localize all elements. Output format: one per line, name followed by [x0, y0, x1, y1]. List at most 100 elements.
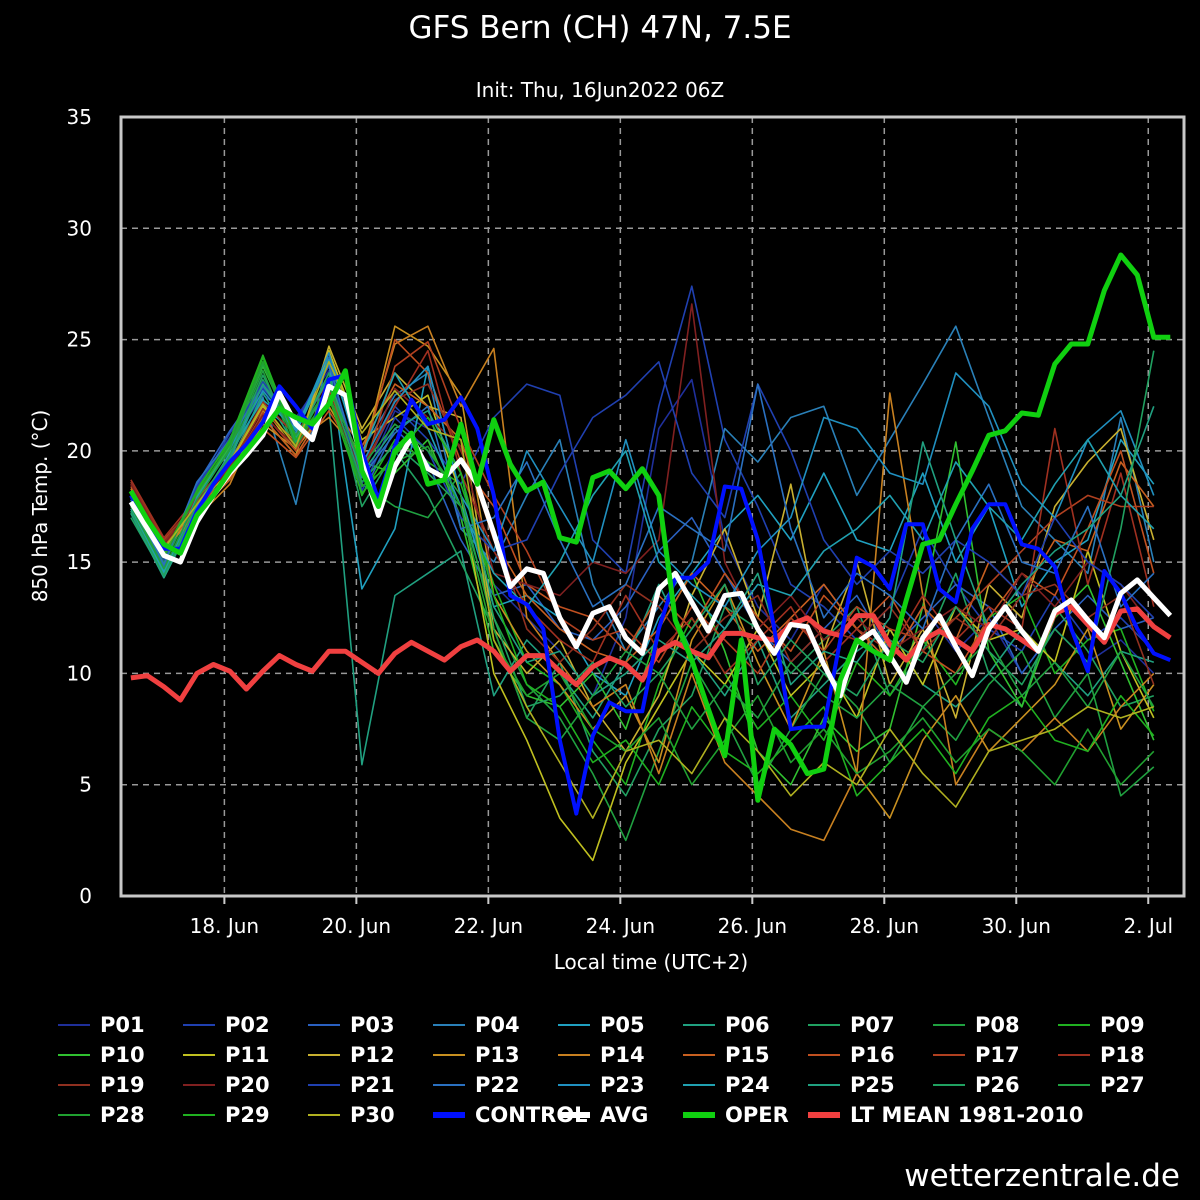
x-tick-label: 2. Jul — [1123, 914, 1173, 938]
legend-item-p07: P07 — [808, 1013, 895, 1037]
series-line-avg — [128, 383, 1173, 699]
x-axis-label: Local time (UTC+2) — [553, 950, 749, 974]
legend-swatch — [58, 1024, 90, 1026]
legend-label: LT MEAN 1981-2010 — [850, 1103, 1084, 1127]
x-tick-label: 20. Jun — [322, 914, 391, 938]
legend-swatch — [308, 1114, 340, 1116]
legend-label: P25 — [850, 1073, 895, 1097]
legend-item-p18: P18 — [1058, 1043, 1145, 1067]
legend-item-p28: P28 — [58, 1103, 145, 1127]
legend-swatch — [683, 1084, 715, 1086]
legend-swatch — [433, 1024, 465, 1026]
legend-item-p20: P20 — [183, 1073, 270, 1097]
legend-swatch — [933, 1024, 965, 1026]
legend-item-p27: P27 — [1058, 1073, 1145, 1097]
legend-label: P17 — [975, 1043, 1020, 1067]
series-line-p04 — [130, 325, 1155, 653]
legend-item-p21: P21 — [308, 1073, 395, 1097]
chart-title: GFS Bern (CH) 47N, 7.5E — [408, 10, 792, 46]
legend-item-p08: P08 — [933, 1013, 1020, 1037]
legend-swatch — [1058, 1084, 1090, 1086]
legend-label: P03 — [350, 1013, 395, 1037]
legend-swatch — [433, 1054, 465, 1056]
legend-swatch — [308, 1024, 340, 1026]
legend-label: P13 — [475, 1043, 520, 1067]
legend-item-p26: P26 — [933, 1073, 1020, 1097]
y-tick-label: 5 — [79, 773, 92, 797]
legend-item-p04: P04 — [433, 1013, 520, 1037]
legend-label: P01 — [100, 1013, 145, 1037]
grid — [121, 117, 1184, 896]
legend-label: P09 — [1100, 1013, 1145, 1037]
legend-label: P14 — [600, 1043, 645, 1067]
legend-swatch — [183, 1054, 215, 1056]
legend-label: P06 — [725, 1013, 770, 1037]
series-line-p27 — [130, 363, 1155, 742]
legend-item-p30: P30 — [308, 1103, 395, 1127]
legend-swatch — [183, 1114, 215, 1116]
legend-item-p11: P11 — [183, 1043, 270, 1067]
legend-item-p17: P17 — [933, 1043, 1020, 1067]
y-tick-label: 25 — [67, 328, 92, 352]
plot-frame — [119, 115, 1186, 898]
legend-item-p14: P14 — [558, 1043, 645, 1067]
legend-item-p01: P01 — [58, 1013, 145, 1037]
legend-label: P12 — [350, 1043, 395, 1067]
legend-label: OPER — [725, 1103, 789, 1127]
legend-item-oper: OPER — [683, 1103, 789, 1127]
legend-swatch — [558, 1054, 590, 1056]
legend-label: P05 — [600, 1013, 645, 1037]
legend-label: P02 — [225, 1013, 270, 1037]
y-tick-label: 30 — [67, 216, 92, 240]
legend-label: P29 — [225, 1103, 270, 1127]
chart-subtitle: Init: Thu, 16Jun2022 06Z — [475, 78, 725, 102]
series-line-control — [129, 373, 1172, 816]
legend-label: P18 — [1100, 1043, 1145, 1067]
x-tick-label: 18. Jun — [190, 914, 259, 938]
series-line-p28 — [130, 360, 1155, 786]
y-tick-label: 35 — [67, 105, 92, 129]
y-tick-label: 20 — [67, 439, 92, 463]
legend-item-p15: P15 — [683, 1043, 770, 1067]
legend-label: P30 — [350, 1103, 395, 1127]
y-axis: 0 5 10 15 20 25 30 35 — [67, 105, 92, 908]
legend-label: P15 — [725, 1043, 770, 1067]
legend-swatch — [933, 1054, 965, 1056]
legend-label: P07 — [850, 1013, 895, 1037]
legend-swatch — [683, 1024, 715, 1026]
legend-item-p03: P03 — [308, 1013, 395, 1037]
legend-swatch — [808, 1084, 840, 1086]
legend-label: AVG — [600, 1103, 649, 1127]
legend-swatch — [58, 1114, 90, 1116]
legend-swatch — [1058, 1024, 1090, 1026]
legend-label: P28 — [100, 1103, 145, 1127]
legend-item-p29: P29 — [183, 1103, 270, 1127]
legend-item-control: CONTROL — [433, 1103, 588, 1127]
legend-swatch — [933, 1084, 965, 1086]
legend-item-p23: P23 — [558, 1073, 645, 1097]
x-tick-label: 28. Jun — [850, 914, 919, 938]
legend-item-p13: P13 — [433, 1043, 520, 1067]
legend-label: P26 — [975, 1073, 1020, 1097]
legend-item-p24: P24 — [683, 1073, 770, 1097]
legend-label: P16 — [850, 1043, 895, 1067]
legend-label: P20 — [225, 1073, 270, 1097]
x-tick-label: 24. Jun — [586, 914, 655, 938]
legend-swatch — [58, 1054, 90, 1056]
legend-item-p12: P12 — [308, 1043, 395, 1067]
legend-item-p10: P10 — [58, 1043, 145, 1067]
legend-label: P27 — [1100, 1073, 1145, 1097]
legend-item-p05: P05 — [558, 1013, 645, 1037]
legend-item-p25: P25 — [808, 1073, 895, 1097]
series-line-p01 — [130, 369, 1155, 697]
legend-label: P23 — [600, 1073, 645, 1097]
x-axis: 18. Jun 20. Jun 22. Jun 24. Jun 26. Jun 28. J… — [190, 896, 1173, 938]
legend-swatch — [558, 1112, 590, 1118]
y-tick-label: 10 — [67, 661, 92, 685]
legend-label: P04 — [475, 1013, 520, 1037]
legend-item-avg: AVG — [558, 1103, 648, 1127]
legend-label: P08 — [975, 1013, 1020, 1037]
legend-swatch — [308, 1054, 340, 1056]
legend-swatch — [808, 1112, 840, 1118]
